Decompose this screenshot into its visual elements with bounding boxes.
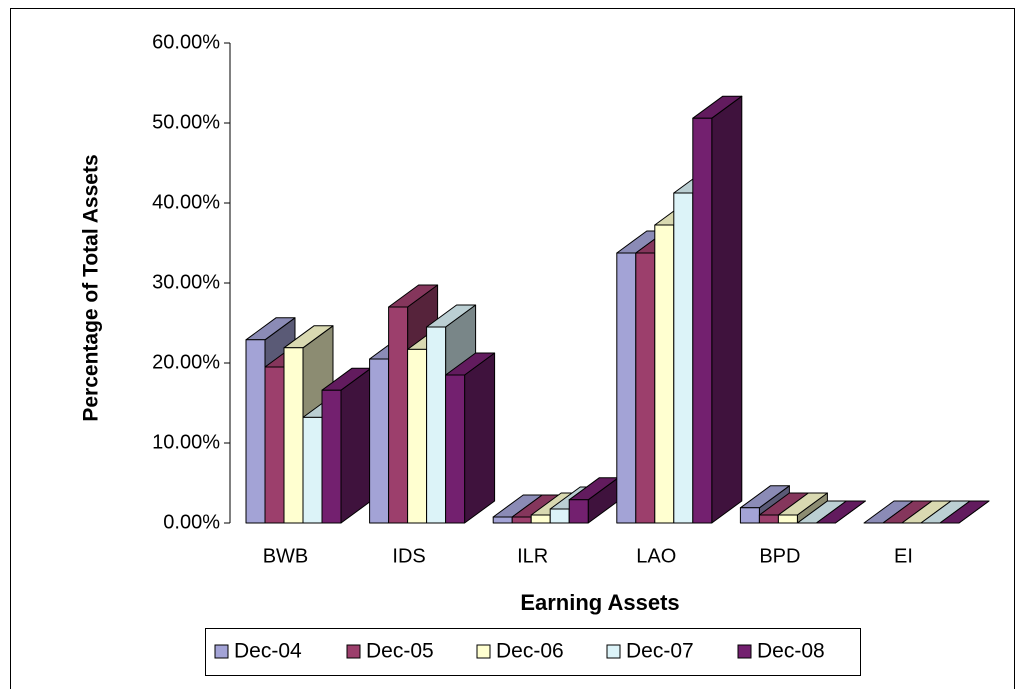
legend-label: Dec-08 — [757, 640, 825, 663]
y-tick-label: 40.00% — [152, 191, 220, 213]
y-tick-label: 30.00% — [152, 271, 220, 293]
bar-front — [407, 348, 428, 524]
bar-top — [939, 500, 990, 524]
bar-top — [815, 500, 866, 524]
x-tick-label: IDS — [392, 545, 425, 567]
legend-swatch — [737, 644, 752, 659]
legend-label: Dec-04 — [234, 640, 302, 663]
bar-front — [283, 347, 304, 524]
y-tick-label: 0.00% — [163, 511, 220, 533]
legend-label: Dec-05 — [366, 640, 434, 663]
bar-front — [492, 516, 513, 524]
bar-front — [549, 508, 570, 524]
x-tick-label: LAO — [636, 545, 676, 567]
chart-border — [10, 8, 1015, 689]
bar-front — [673, 192, 694, 524]
y-axis-title: Percentage of Total Assets — [80, 154, 103, 421]
bar-front — [426, 326, 447, 524]
y-tick-label: 10.00% — [152, 431, 220, 453]
bar — [939, 500, 990, 524]
bar — [568, 477, 619, 524]
bar-front — [758, 514, 779, 524]
y-tick-label: 50.00% — [152, 111, 220, 133]
bar-front — [739, 507, 760, 524]
bar-front — [777, 514, 798, 524]
bar-front — [654, 224, 675, 524]
x-tick-label: BWB — [263, 545, 309, 567]
legend-swatch — [346, 644, 361, 659]
bar-front — [369, 358, 390, 524]
bar-side — [464, 352, 496, 524]
legend-label: Dec-06 — [496, 640, 564, 663]
x-tick-label: ILR — [517, 545, 548, 567]
bar-front — [530, 514, 551, 524]
legend-swatch — [606, 644, 621, 659]
legend-swatch — [476, 644, 491, 659]
bar-side — [340, 367, 372, 524]
bar — [815, 500, 866, 524]
x-axis-title: Earning Assets — [520, 590, 679, 615]
bar-front — [264, 366, 285, 524]
x-tick-label: BPD — [759, 545, 800, 567]
bar-front — [321, 389, 342, 524]
y-tick-label: 60.00% — [152, 31, 220, 53]
legend-swatch — [214, 644, 229, 659]
legend-label: Dec-07 — [626, 640, 694, 663]
bar — [692, 95, 743, 524]
bar — [445, 352, 496, 524]
bar-front — [445, 374, 466, 524]
x-tick-label: EI — [894, 545, 913, 567]
bar-front — [245, 339, 266, 524]
bar-side — [711, 95, 743, 524]
bar-front — [568, 499, 589, 524]
bar-front — [616, 252, 637, 524]
bar-front — [388, 306, 409, 524]
bar — [777, 492, 828, 524]
bar — [321, 367, 372, 524]
bar-front — [692, 117, 713, 524]
y-tick-label: 20.00% — [152, 351, 220, 373]
bar-front — [302, 416, 323, 524]
bar-front — [635, 252, 656, 524]
bar-front — [511, 516, 532, 524]
